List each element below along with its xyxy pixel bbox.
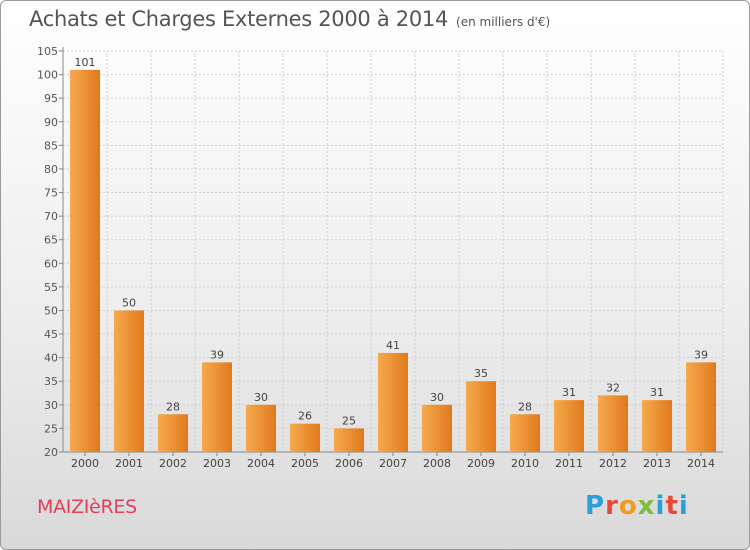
bar-value-label: 30	[430, 391, 444, 404]
bar	[114, 310, 144, 452]
chart-title: Achats et Charges Externes 2000 à 2014 (e…	[29, 7, 550, 31]
x-tick-label: 2001	[115, 457, 143, 470]
bar-chart: 20 25 30 35 40 45 50 55 60 65 70 75 80 85 90 95 100 105 10…	[37, 45, 724, 470]
y-tick-label: 35	[44, 375, 58, 388]
bar	[202, 362, 232, 452]
y-tick-label: 30	[44, 399, 58, 412]
y-tick-label: 40	[44, 352, 58, 365]
logo-letter: P	[585, 491, 606, 521]
x-tick-label: 2002	[159, 457, 187, 470]
bar-value-label: 31	[562, 386, 576, 399]
logo-letter: t	[665, 491, 679, 521]
chart-subtitle: (en milliers d'€)	[456, 15, 551, 29]
logo-letter: i	[655, 491, 666, 521]
bar	[70, 69, 100, 452]
y-tick-label: 20	[44, 446, 58, 459]
bar	[598, 395, 628, 452]
y-tick-label: 85	[44, 139, 58, 152]
bar-value-label: 30	[254, 391, 268, 404]
grid-layer	[59, 47, 724, 456]
chart-title-text: Achats et Charges Externes 2000 à 2014	[29, 7, 449, 31]
x-tick-label: 2010	[511, 457, 539, 470]
bar-value-label: 35	[474, 367, 488, 380]
x-tick-label: 2003	[203, 457, 231, 470]
x-tick-label: 2012	[599, 457, 627, 470]
x-tick-label: 2011	[555, 457, 583, 470]
bar	[158, 414, 188, 452]
bar	[246, 404, 276, 452]
y-tick-label: 95	[44, 92, 58, 105]
bar-value-label: 41	[386, 339, 400, 352]
bar-value-label: 26	[298, 410, 312, 423]
bar-value-label: 28	[518, 400, 532, 413]
y-tick-label: 90	[44, 116, 58, 129]
y-tick-label: 70	[44, 210, 58, 223]
bar-value-label: 50	[122, 296, 136, 309]
city-name: MAIZIèRES	[37, 496, 137, 518]
x-tick-label: 2006	[335, 457, 363, 470]
x-tick-label: 2005	[291, 457, 319, 470]
bar-value-label: 28	[166, 400, 180, 413]
y-tick-label: 100	[37, 69, 58, 82]
bar	[686, 362, 716, 452]
x-tick-label: 2009	[467, 457, 495, 470]
y-tick-label: 80	[44, 163, 58, 176]
y-tick-label: 105	[37, 45, 58, 58]
proxiti-logo: Proxiti	[585, 491, 689, 521]
y-tick-label: 55	[44, 281, 58, 294]
logo-letter: x	[637, 491, 656, 521]
x-tick-label: 2014	[687, 457, 715, 470]
bar	[554, 400, 584, 452]
bar-value-label: 25	[342, 414, 356, 427]
y-tick-label: 60	[44, 257, 58, 270]
x-tick-label: 2013	[643, 457, 671, 470]
bar-value-label: 101	[75, 56, 96, 69]
x-tick-label: 2007	[379, 457, 407, 470]
logo-letter: o	[618, 491, 638, 521]
x-tick-label: 2008	[423, 457, 451, 470]
bar	[642, 400, 672, 452]
y-tick-label: 75	[44, 187, 58, 200]
y-tick-label: 25	[44, 422, 58, 435]
x-tick-label: 2004	[247, 457, 275, 470]
bar-value-label: 39	[210, 348, 224, 361]
bar-value-label: 32	[606, 381, 620, 394]
bar	[422, 404, 452, 452]
bar	[510, 414, 540, 452]
labels-layer: 20 25 30 35 40 45 50 55 60 65 70 75 80 85 90 95 100 105 10…	[37, 45, 715, 470]
logo-letter: i	[678, 491, 689, 521]
bar	[290, 423, 320, 452]
logo-letter: r	[605, 491, 619, 521]
x-tick-label: 2000	[71, 457, 99, 470]
y-tick-label: 45	[44, 328, 58, 341]
bar	[466, 381, 496, 452]
bar	[334, 428, 364, 452]
bar-value-label: 39	[694, 348, 708, 361]
y-tick-label: 50	[44, 304, 58, 317]
bars-layer	[70, 69, 716, 452]
bar	[378, 352, 408, 452]
y-tick-label: 65	[44, 234, 58, 247]
bar-value-label: 31	[650, 386, 664, 399]
